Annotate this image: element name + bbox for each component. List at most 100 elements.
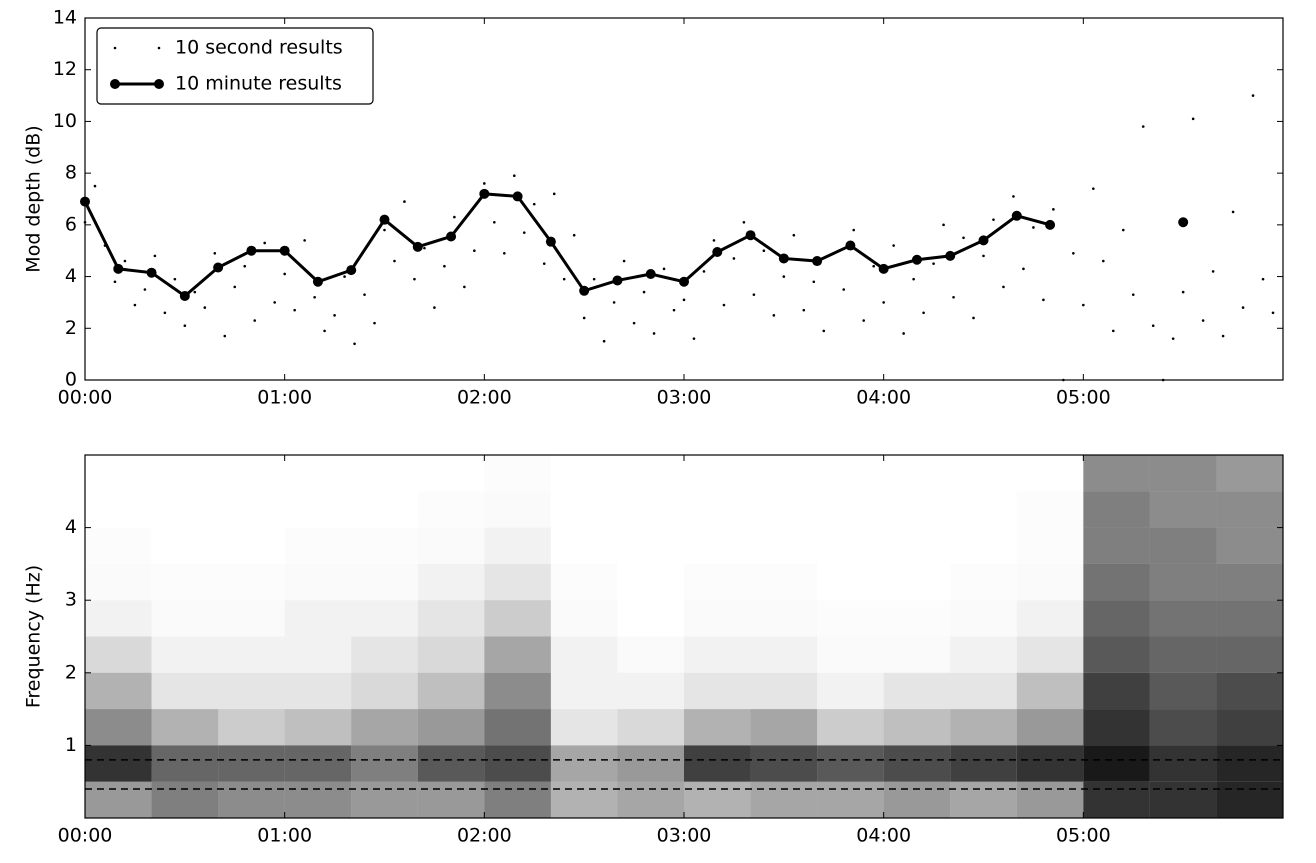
data-point: [243, 264, 247, 268]
heat-cell: [1149, 491, 1217, 528]
x-tick-label: 05:00: [1056, 387, 1111, 409]
y-tick-label: 10: [53, 110, 77, 132]
data-point: [702, 270, 706, 273]
heat-cell: [351, 745, 418, 782]
heat-cell: [1216, 491, 1283, 528]
heat-cell: [1149, 636, 1217, 673]
data-point: [1171, 337, 1175, 340]
heat-cell: [817, 781, 884, 818]
data-point: [493, 220, 496, 224]
heat-cell: [750, 636, 818, 673]
data-point: [642, 290, 646, 294]
heat-cell: [750, 781, 818, 818]
x-tick-label: 02:00: [457, 825, 512, 847]
data-point: [892, 244, 895, 247]
heat-cell: [884, 637, 951, 673]
data-point: [223, 334, 227, 338]
data-point: [1201, 319, 1205, 322]
data-point: [612, 301, 616, 304]
heat-cell: [1083, 491, 1150, 528]
data-point: [652, 332, 656, 335]
data-marker: [346, 265, 357, 276]
data-point: [602, 339, 606, 343]
x-tick-label: 04:00: [856, 825, 911, 847]
heat-cell: [617, 709, 684, 746]
heat-cell: [284, 745, 352, 782]
data-point: [582, 316, 586, 320]
data-point: [932, 262, 935, 265]
data-marker: [279, 245, 290, 256]
data-point: [323, 329, 326, 333]
data-marker: [412, 241, 423, 252]
heat-cell: [1083, 563, 1150, 601]
heat-cell: [1149, 709, 1217, 746]
heat-cell: [351, 455, 418, 491]
legend-symbol: [154, 79, 164, 89]
data-point: [592, 277, 596, 281]
data-point: [213, 252, 217, 255]
heat-cell: [218, 709, 285, 746]
data-point: [1211, 270, 1215, 273]
heat-cell: [218, 528, 285, 564]
heat-cell: [351, 781, 418, 818]
heat-cell: [550, 672, 618, 710]
y-axis-label: Mod depth (dB): [23, 125, 45, 272]
heat-cell: [351, 600, 418, 637]
heat-cell: [950, 491, 1017, 527]
data-point: [163, 311, 167, 315]
x-tick-label: 01:00: [257, 825, 312, 847]
heat-cell: [551, 564, 618, 600]
data-point: [123, 259, 127, 263]
data-point: [712, 239, 716, 242]
y-tick-label: 8: [65, 162, 77, 184]
data-point: [313, 295, 316, 299]
data-point: [1131, 293, 1135, 296]
heat-cell: [684, 528, 751, 564]
data-point: [333, 314, 336, 317]
data-marker: [512, 191, 523, 202]
heat-cell: [617, 528, 684, 564]
data-point: [722, 303, 726, 307]
heat-cell: [1083, 455, 1150, 492]
heat-cell: [1216, 600, 1283, 637]
heat-cell: [484, 600, 551, 637]
heat-cell: [351, 709, 418, 746]
data-point: [273, 301, 276, 304]
heat-cell: [617, 745, 684, 782]
heat-cell: [817, 600, 884, 636]
heat-cell: [351, 491, 418, 527]
data-point: [173, 277, 177, 281]
heat-cell: [152, 491, 219, 527]
heat-cell: [85, 709, 152, 746]
data-point: [742, 220, 746, 224]
data-point: [922, 311, 925, 315]
heat-cell: [1017, 528, 1084, 564]
heat-cell: [1216, 636, 1283, 673]
y-tick-label: 4: [65, 516, 77, 538]
heat-cell: [817, 528, 884, 564]
data-marker: [845, 240, 856, 251]
heat-cell: [551, 600, 618, 636]
heat-cell: [883, 672, 951, 710]
heat-cell: [1216, 672, 1283, 710]
data-point: [672, 308, 676, 312]
data-point: [662, 267, 666, 271]
heat-cell: [151, 781, 219, 818]
heat-cell: [684, 564, 751, 600]
heat-cell: [85, 745, 152, 782]
heat-cell: [1216, 745, 1283, 782]
heat-cell: [550, 636, 618, 673]
data-point: [293, 308, 296, 312]
heat-cell: [950, 745, 1017, 782]
heat-cell: [1083, 672, 1150, 710]
heat-cell: [484, 745, 551, 782]
heat-cell: [684, 781, 751, 818]
data-point: [842, 288, 846, 291]
heat-cell: [1016, 672, 1084, 710]
data-point: [1102, 259, 1105, 263]
data-marker: [978, 235, 989, 246]
heat-cell: [950, 781, 1017, 818]
heat-cell: [751, 528, 818, 564]
data-point: [852, 228, 856, 232]
